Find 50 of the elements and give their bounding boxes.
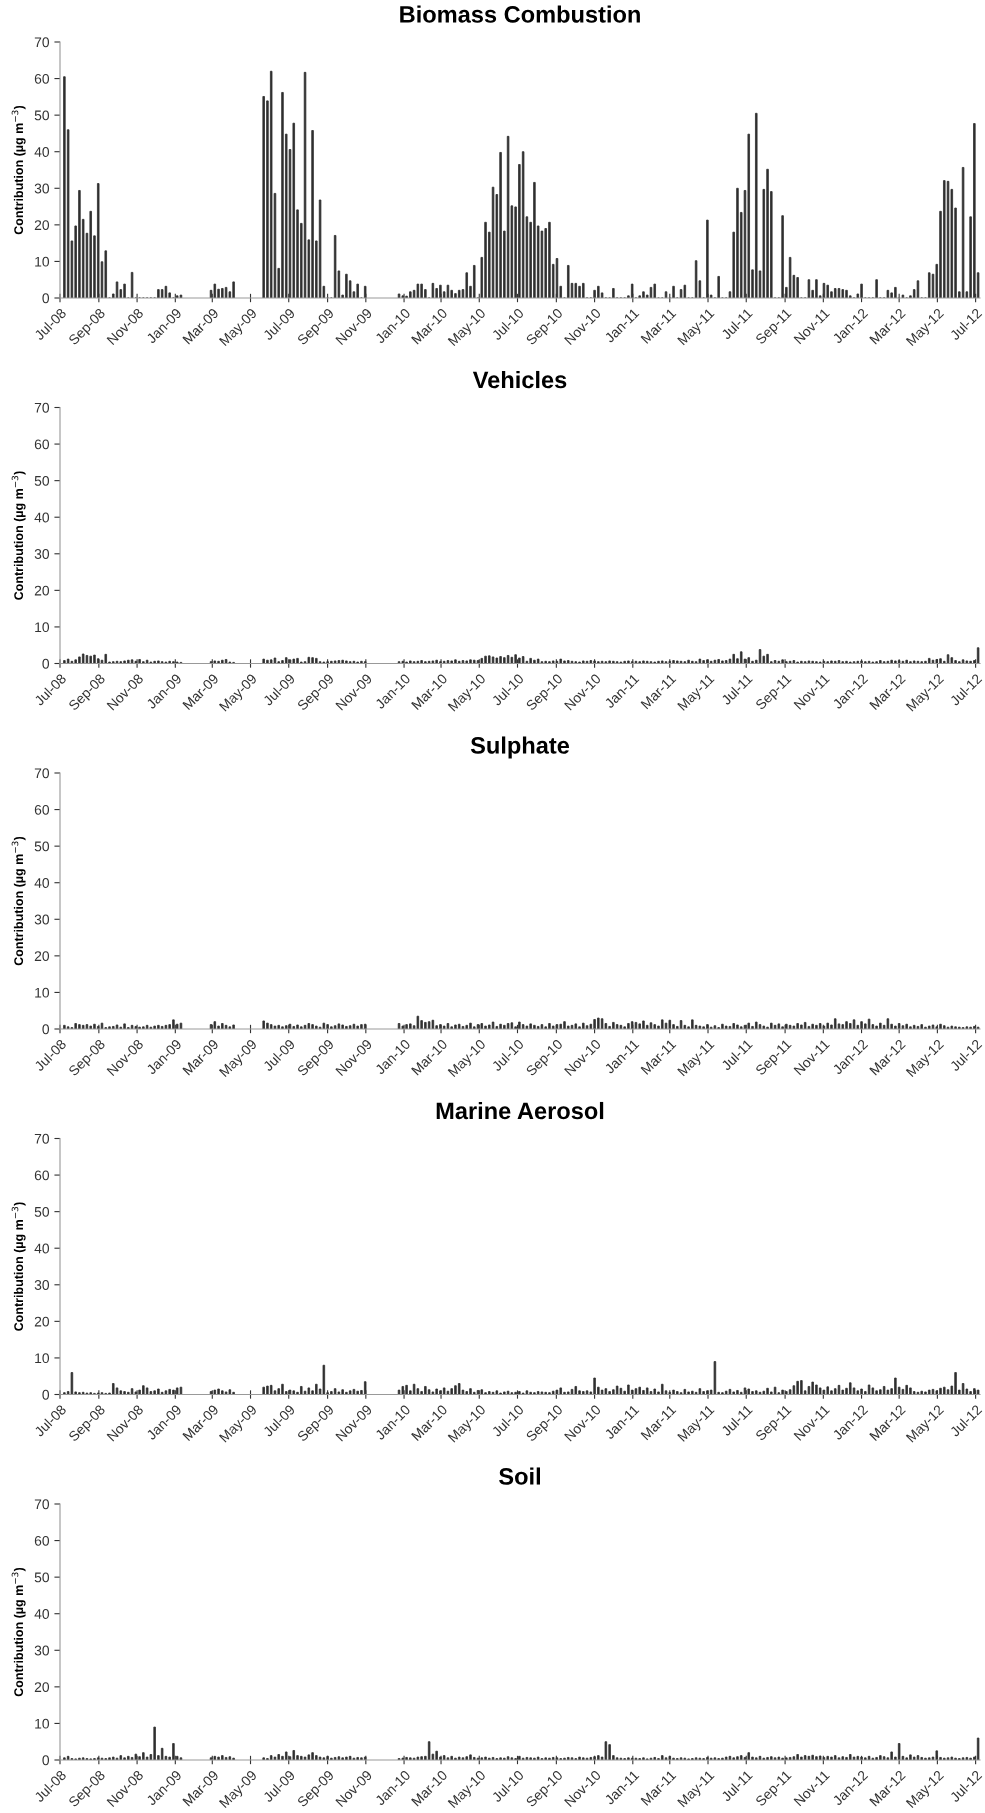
y-axis-title: Contribution (µg m$^{−3}$) [11,471,26,600]
y-tick-label: 60 [34,1535,50,1546]
chart-title: Marine Aerosol [436,1101,604,1120]
y-tick-label: 30 [34,914,50,925]
y-tick-label: 20 [34,951,50,962]
y-tick-label: 60 [34,804,50,815]
y-tick-label: 30 [34,1280,50,1290]
y-tick-label: 40 [34,1609,50,1619]
y-tick-label: 70 [34,1133,50,1144]
y-tick-label: 0 [42,658,50,669]
y-tick-label: 20 [34,585,50,596]
y-tick-label: 60 [34,73,50,84]
y-tick-label: 50 [34,475,50,486]
chart-title: Biomass Combustion [400,5,640,23]
chart-title: Soil [499,1467,540,1485]
y-axis-title: Contribution (µg m$^{−3}$) [11,105,26,235]
y-tick-label: 10 [35,1718,50,1729]
y-tick-label: 20 [34,1682,50,1693]
y-tick-label: 0 [42,1755,50,1766]
y-tick-label: 70 [34,768,50,779]
y-tick-label: 0 [42,1024,50,1035]
y-tick-label: 50 [34,110,50,121]
y-tick-label: 40 [34,147,50,157]
y-tick-label: 50 [34,1206,50,1217]
y-tick-label: 20 [34,1316,50,1327]
y-tick-label: 10 [35,1353,50,1364]
y-tick-label: 10 [35,987,50,998]
y-tick-label: 30 [34,1645,50,1656]
y-tick-label: 70 [34,37,50,48]
chart-title: Sulphate [470,736,570,759]
y-tick-label: 40 [34,1243,50,1254]
y-tick-label: 50 [34,841,50,852]
y-axis-title: Contribution (µg m$^{−3}$) [11,836,26,966]
chart-title: Vehicles [472,370,567,389]
y-tick-label: 0 [42,293,50,304]
y-tick-label: 70 [34,1499,50,1510]
y-axis-title: Contribution (µg m$^{−3}$) [11,1567,26,1697]
y-tick-label: 30 [34,549,50,559]
y-tick-label: 50 [34,1572,50,1583]
y-tick-label: 10 [35,622,50,633]
y-tick-label: 0 [42,1389,50,1400]
y-tick-label: 60 [34,439,50,450]
y-tick-label: 60 [34,1170,50,1181]
y-tick-label: 20 [34,220,50,231]
y-tick-label: 40 [34,878,50,888]
y-tick-label: 70 [34,402,50,413]
y-tick-label: 30 [34,183,50,194]
y-tick-label: 10 [35,256,50,267]
y-axis-title: Contribution (µg m$^{−3}$) [11,1202,26,1331]
y-tick-label: 40 [34,512,50,523]
